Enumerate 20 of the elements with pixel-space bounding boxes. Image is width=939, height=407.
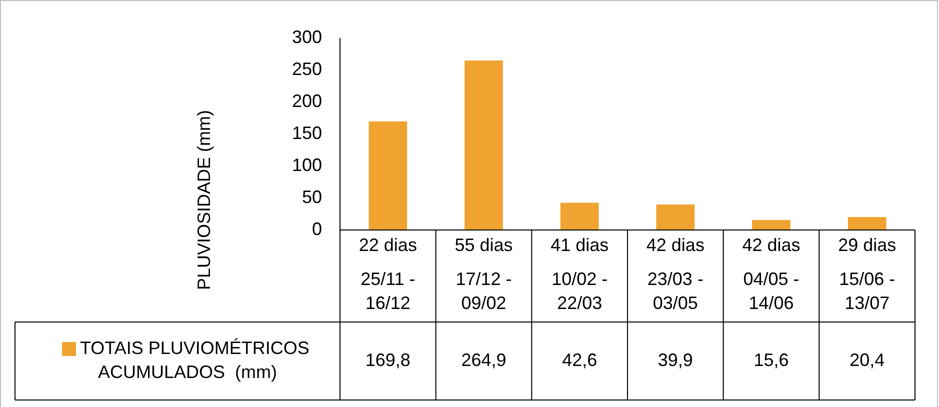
- bar: [464, 60, 503, 230]
- x-tick-label: 42 dias 23/03 - 03/05: [646, 234, 704, 313]
- bar: [368, 121, 408, 230]
- y-tick-label: 100: [292, 154, 322, 175]
- y-axis-title: PLUVIOSIDADE (mm): [194, 110, 214, 290]
- x-tick-label: 29 dias 15/06 - 13/07: [838, 234, 896, 313]
- x-tick-label: 55 dias 17/12 - 09/02: [454, 234, 513, 313]
- y-tick-label: 200: [292, 90, 322, 111]
- y-tick-label: 250: [292, 58, 322, 79]
- bar: [656, 204, 695, 230]
- y-tick-label: 50: [302, 186, 322, 207]
- y-tick-label: 300: [292, 26, 322, 47]
- bar: [848, 216, 886, 230]
- y-tick-label: 0: [312, 218, 322, 239]
- bar: [752, 220, 790, 230]
- y-tick-label: 150: [292, 122, 322, 143]
- bar: [560, 202, 599, 230]
- x-tick-label: 22 dias 25/11 - 16/12: [358, 234, 417, 313]
- x-tick-label: 42 dias 04/05 - 14/06: [742, 234, 800, 313]
- x-tick-label: 41 dias 10/02 - 22/03: [550, 234, 609, 313]
